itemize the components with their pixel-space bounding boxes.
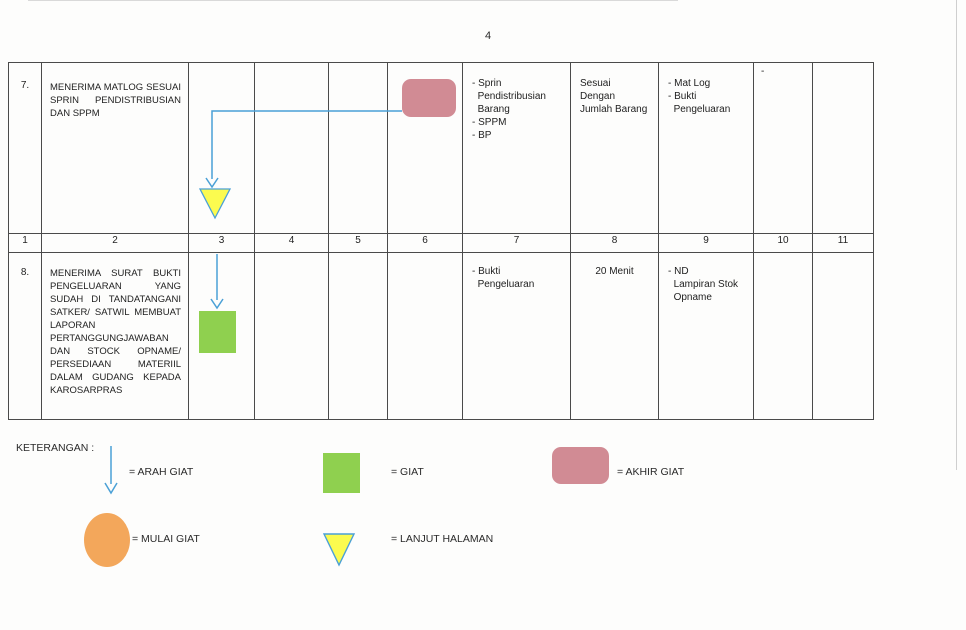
row8-col11-cell [812,252,874,420]
row8-activity-cell: MENERIMA SURAT BUKTI PENGELUARAN YANG SU… [41,252,189,420]
legend-label-akhir-giat: = AKHIR GIAT [617,466,685,478]
column-header: 2 [41,233,189,253]
mulai-giat-symbol-icon [84,513,130,567]
legend-label-mulai-giat: = MULAI GIAT [132,533,200,545]
procedure-table: 7. MENERIMA MATLOG SESUAI SPRIN PENDISTR… [8,62,874,420]
dash-text: - [761,66,765,77]
row7-quantity-cell: Sesuai Dengan Jumlah Barang [570,62,659,234]
row8-col4-cell [254,252,329,420]
column-header: 5 [328,233,388,253]
column-header: 10 [753,233,813,253]
legend-title: KETERANGAN : [16,442,95,454]
column-header: 7 [462,233,571,253]
legend-label-arah-giat: = ARAH GIAT [129,466,194,478]
row7-col10-cell: - [753,62,813,234]
row8-duration-cell: 20 Menit [570,252,659,420]
lanjut-halaman-symbol-icon [322,533,356,567]
documents-list: - Sprin Pendistribusian Barang - SPPM - … [472,78,546,141]
row8-output-cell: - ND Lampiran Stok Opname [658,252,754,420]
row7-number-cell: 7. [8,62,42,234]
row8-col10-cell [753,252,813,420]
row7-output-cell: - Mat Log - Bukti Pengeluaran [658,62,754,234]
column-header: 3 [188,233,255,253]
output-list: - ND Lampiran Stok Opname [668,266,739,303]
row7-col3-cell [188,62,255,234]
row7-col6-cell [387,62,463,234]
column-header: 11 [812,233,874,253]
column-header: 4 [254,233,329,253]
duration-text: 20 Menit [595,266,634,277]
row7-col11-cell [812,62,874,234]
table-row-7: 7. MENERIMA MATLOG SESUAI SPRIN PENDISTR… [8,62,874,234]
documents-list: - Bukti Pengeluaran [472,266,535,290]
akhir-giat-symbol-icon [552,447,609,484]
row-number: 7. [20,80,30,91]
output-list: - Mat Log - Bukti Pengeluaran [668,78,731,115]
activity-text: MENERIMA SURAT BUKTI PENGELUARAN YANG SU… [50,268,181,396]
legend-label-giat: = GIAT [391,466,424,478]
row8-col6-cell [387,252,463,420]
row7-activity-cell: MENERIMA MATLOG SESUAI SPRIN PENDISTRIBU… [41,62,189,234]
scan-edge-artifact-right [956,0,957,470]
activity-text: MENERIMA MATLOG SESUAI SPRIN PENDISTRIBU… [50,82,181,119]
table-row-8: 8. MENERIMA SURAT BUKTI PENGELUARAN YANG… [8,252,874,420]
column-header: 9 [658,233,754,253]
column-header: 8 [570,233,659,253]
row7-col5-cell [328,62,388,234]
row7-col4-cell [254,62,329,234]
row8-col3-cell [188,252,255,420]
quantity-text: Sesuai Dengan Jumlah Barang [580,78,648,115]
row8-col5-cell [328,252,388,420]
arah-giat-arrow-icon [104,446,118,495]
row8-documents-cell: - Bukti Pengeluaran [462,252,571,420]
row7-documents-cell: - Sprin Pendistribusian Barang - SPPM - … [462,62,571,234]
row-number: 8. [20,267,30,278]
legend-label-lanjut-halaman: = LANJUT HALAMAN [391,533,494,545]
column-header: 1 [8,233,42,253]
column-header: 6 [387,233,463,253]
column-number-row: 1 2 3 4 5 6 7 8 9 10 11 [8,233,874,253]
scan-edge-artifact-top [28,0,678,1]
page-number: 4 [484,30,492,42]
giat-symbol-icon [323,453,360,493]
row8-number-cell: 8. [8,252,42,420]
